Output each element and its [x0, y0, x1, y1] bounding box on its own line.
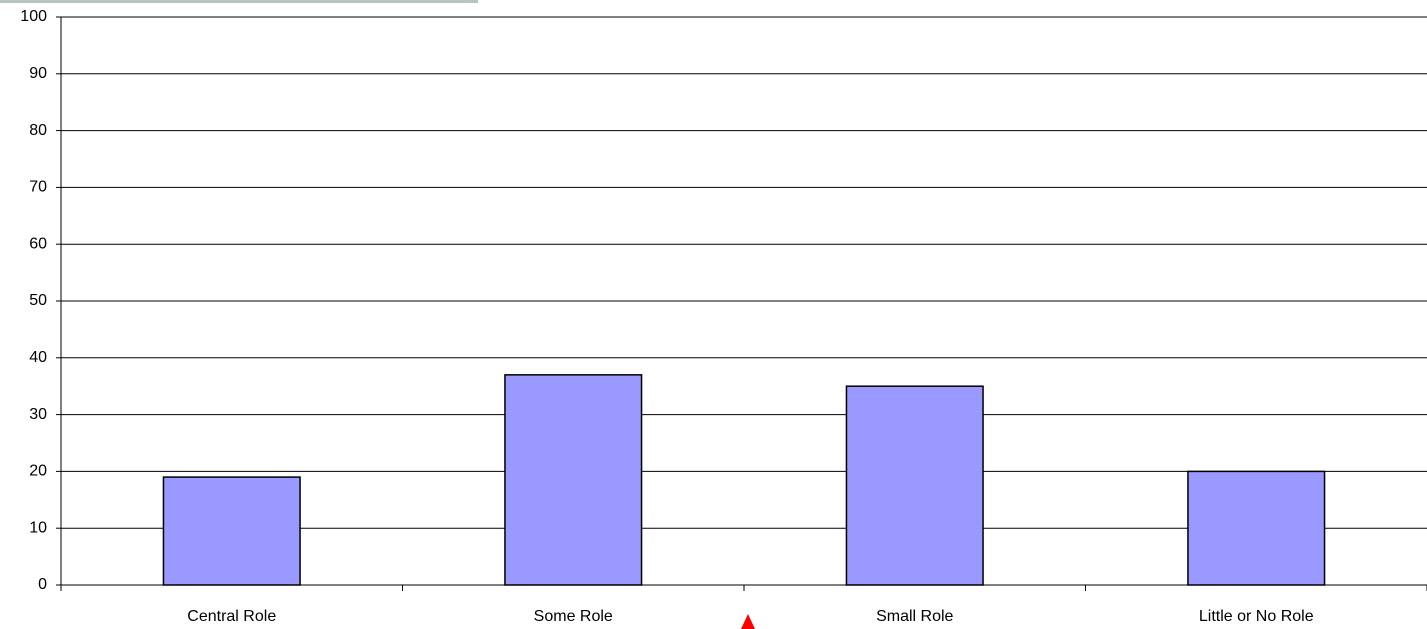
x-tick-label: Central Role [187, 608, 276, 625]
y-tick-label: 30 [29, 406, 47, 423]
y-tick-label: 20 [29, 463, 47, 480]
x-tick-label: Small Role [876, 608, 953, 625]
y-tick-label: 10 [29, 519, 47, 536]
marker-triangle [741, 614, 755, 629]
y-tick-label: 70 [29, 179, 47, 196]
y-tick-label: 40 [29, 349, 47, 366]
bar [504, 374, 643, 586]
y-tick-label: 60 [29, 235, 47, 252]
bar [162, 476, 301, 586]
bar [845, 385, 984, 586]
y-tick-label: 80 [29, 122, 47, 139]
y-tick-label: 50 [29, 292, 47, 309]
y-tick-label: 90 [29, 65, 47, 82]
y-tick-label: 100 [20, 8, 47, 25]
x-tick-label: Little or No Role [1199, 608, 1314, 625]
top-strip [0, 0, 478, 3]
y-tick-label: 0 [38, 576, 47, 593]
bar [1187, 470, 1326, 586]
x-tick-label: Some Role [534, 608, 613, 625]
